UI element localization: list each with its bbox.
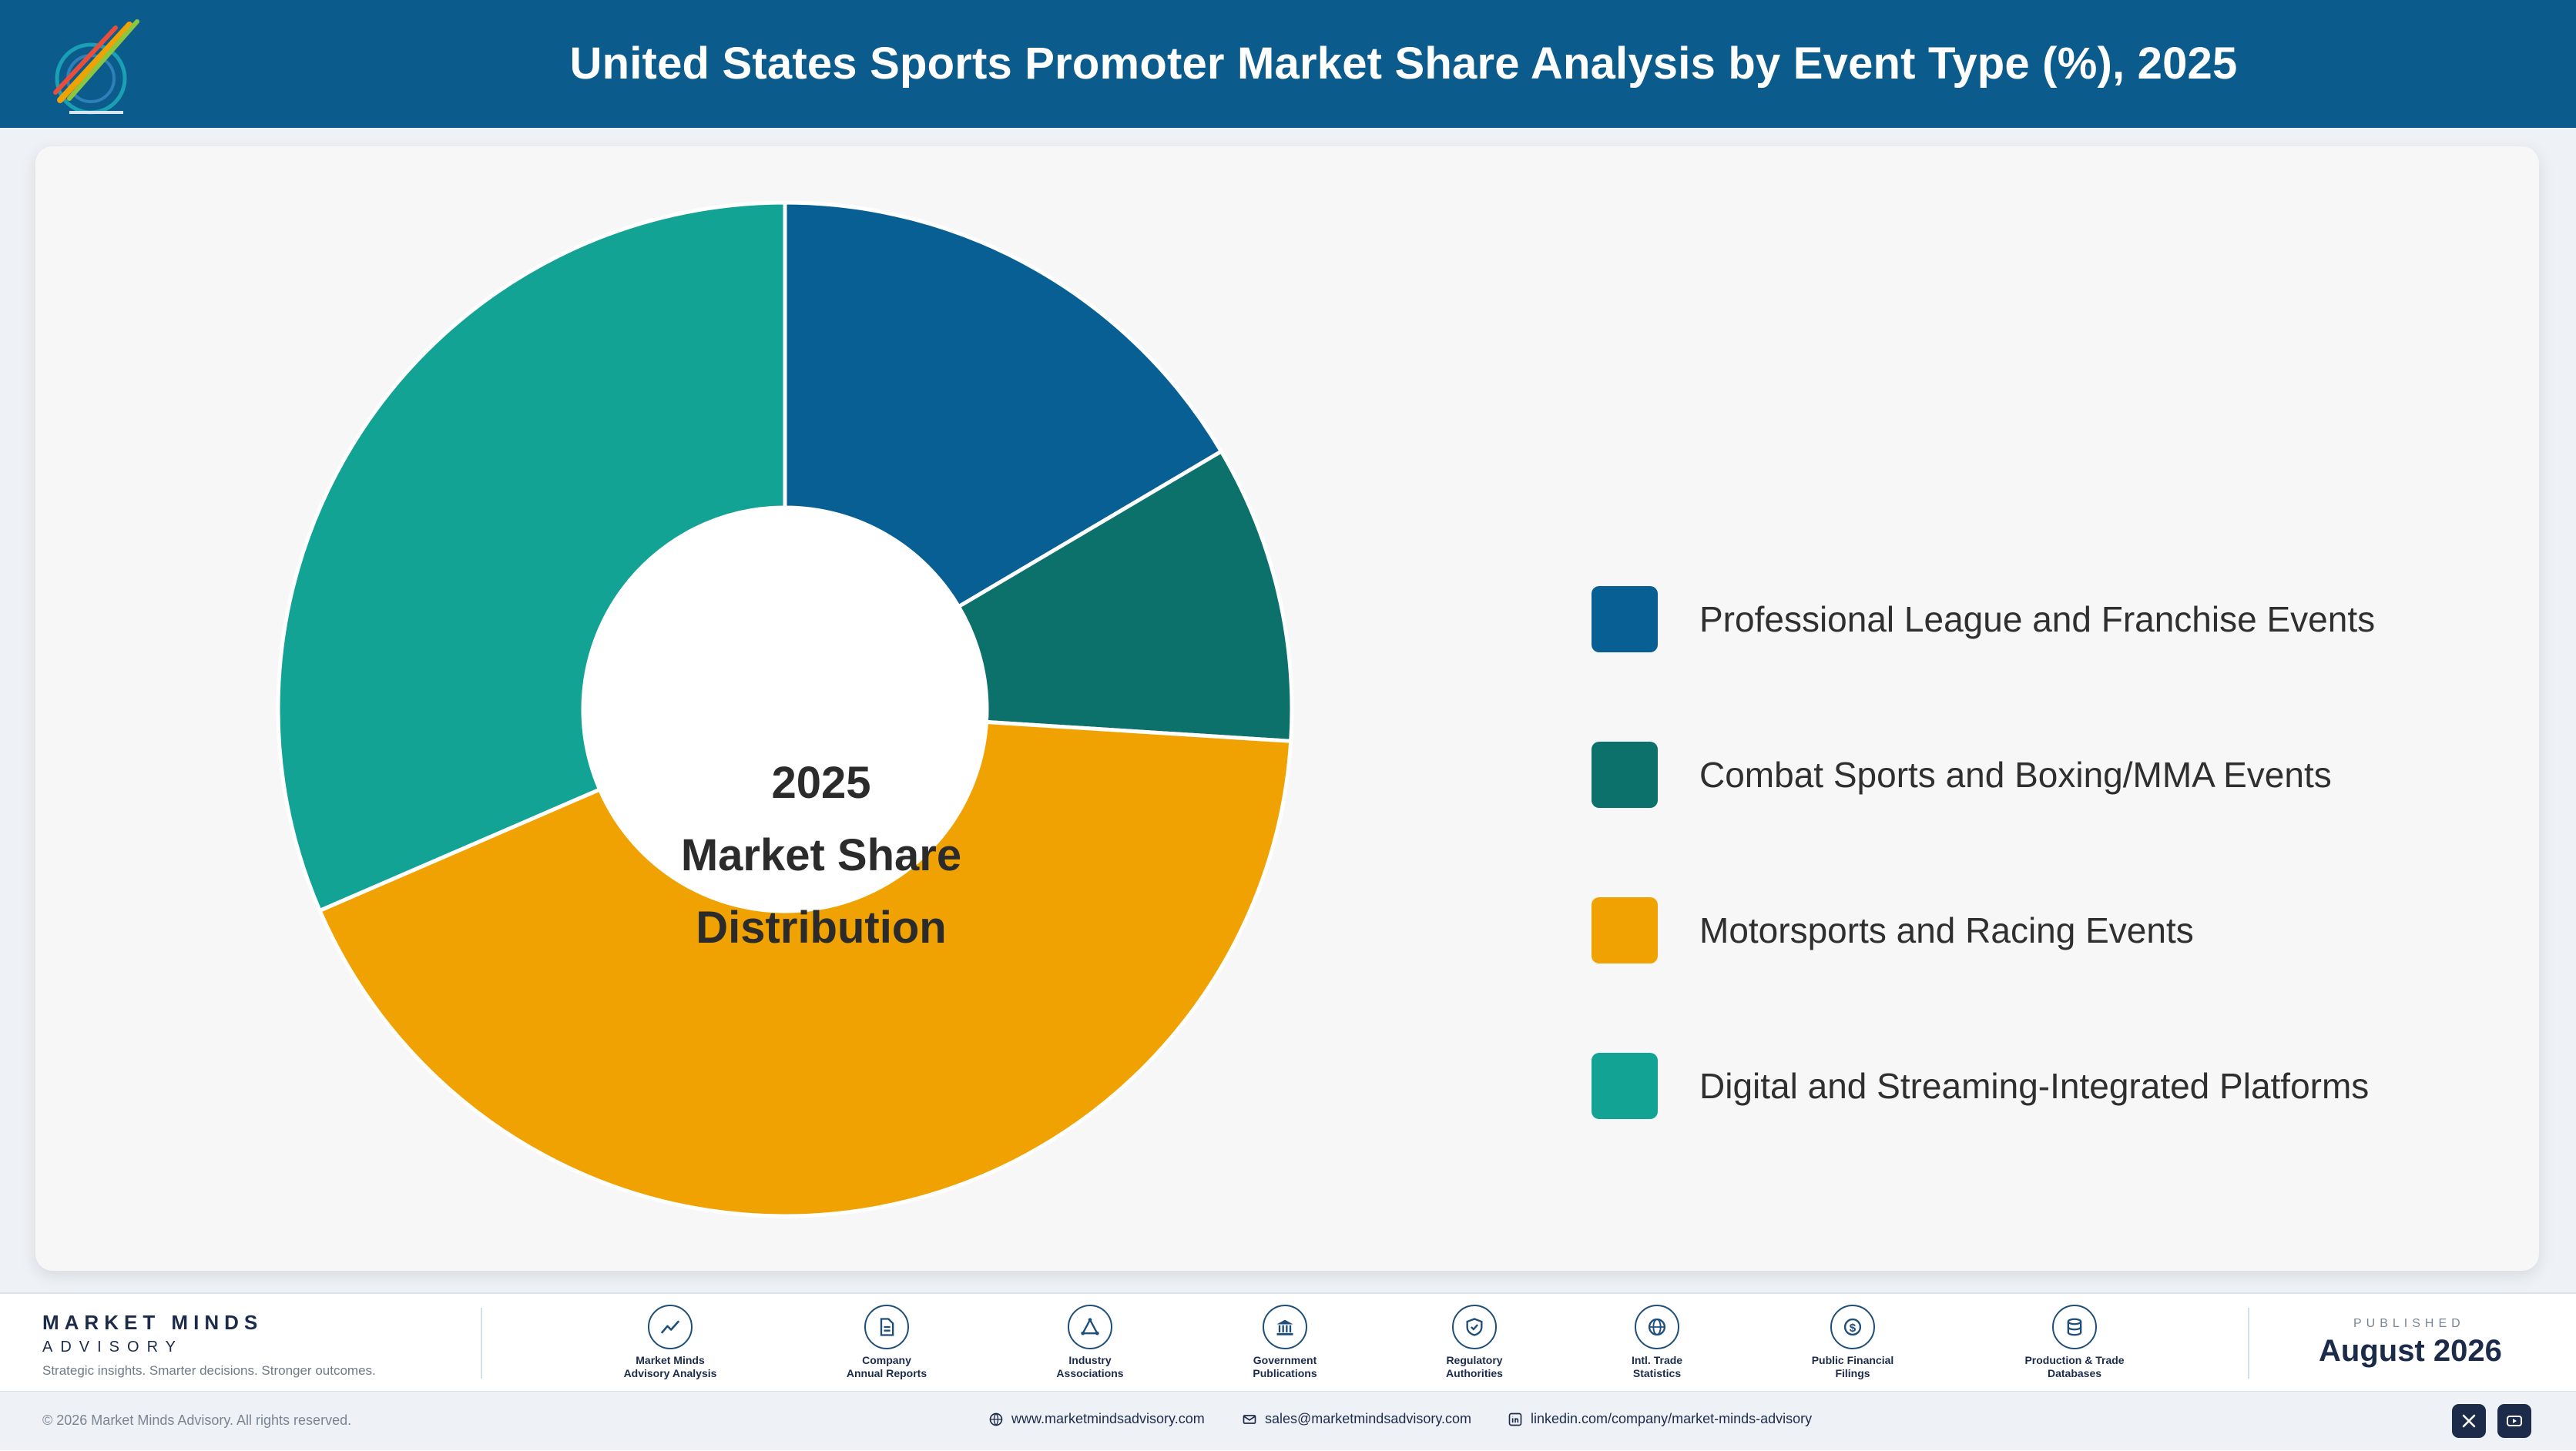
linkedin-link[interactable]: linkedin.com/company/market-minds-adviso…	[1508, 1411, 1812, 1427]
page-title: United States Sports Promoter Market Sha…	[569, 39, 2238, 89]
legend-label: Motorsports and Racing Events	[1699, 910, 2194, 950]
source-label-line1: Market Minds	[636, 1354, 705, 1366]
center-label-line2: Market Share	[680, 830, 962, 880]
brand-name: MARKET MINDS	[42, 1311, 263, 1334]
website-link[interactable]: www.marketmindsadvisory.com	[988, 1411, 1205, 1427]
dollar-coin-icon: $	[1843, 1318, 1862, 1336]
x-social-button[interactable]	[2452, 1404, 2486, 1438]
shield-check-icon	[1466, 1318, 1483, 1336]
linkedin-text: linkedin.com/company/market-minds-adviso…	[1531, 1411, 1813, 1426]
youtube-icon	[2507, 1416, 2522, 1426]
document-icon	[880, 1318, 894, 1336]
source-label-line1: Industry	[1068, 1354, 1112, 1366]
center-label-line3: Distribution	[696, 903, 947, 953]
legend-swatch	[1592, 1053, 1658, 1119]
source-label-line2: Associations	[1056, 1367, 1124, 1379]
government-building-icon	[1276, 1319, 1293, 1335]
source-industry-associations: Industry Associations	[1017, 1305, 1163, 1380]
source-regulatory-authorities: Regulatory Authorities	[1401, 1305, 1548, 1380]
legend-item[interactable]: Combat Sports and Boxing/MMA Events	[1592, 741, 2332, 809]
published-date: August 2026	[2319, 1334, 2502, 1368]
copyright-text: © 2026 Market Minds Advisory. All rights…	[42, 1412, 352, 1428]
donut-hole	[583, 508, 987, 911]
svg-text:$: $	[1850, 1322, 1857, 1335]
source-label-line1: Production & Trade	[2024, 1354, 2125, 1366]
legend-item[interactable]: Motorsports and Racing Events	[1592, 896, 2194, 964]
source-market-minds-analysis: Market Minds Advisory Analysis	[597, 1305, 743, 1380]
brand-subtitle: ADVISORY	[42, 1339, 183, 1355]
published-label: PUBLISHED	[2353, 1317, 2465, 1330]
database-icon	[2067, 1318, 2082, 1336]
donut-center-label: 2025 Market Share Distribution	[629, 747, 1014, 964]
header-bar: United States Sports Promoter Market Sha…	[0, 0, 2576, 128]
company-logo-icon	[53, 19, 139, 115]
source-label-line1: Intl. Trade	[1631, 1354, 1683, 1366]
donut-chart	[276, 200, 1294, 1218]
source-label-line1: Regulatory	[1446, 1354, 1503, 1366]
legend-swatch	[1592, 897, 1658, 963]
bottom-bar: © 2026 Market Minds Advisory. All rights…	[0, 1391, 2576, 1450]
center-label-year: 2025	[771, 758, 871, 808]
source-label-line2: Publications	[1253, 1367, 1317, 1379]
chart-card: 2025 Market Share Distribution Professio…	[35, 146, 2539, 1271]
source-label-line1: Government	[1253, 1354, 1317, 1366]
source-label-line1: Public Financial	[1811, 1354, 1894, 1366]
globe-icon	[989, 1412, 1003, 1426]
footer-divider-left	[481, 1308, 482, 1379]
source-government-publications: Government Publications	[1212, 1305, 1358, 1380]
globe-icon	[1648, 1318, 1666, 1336]
legend-item[interactable]: Digital and Streaming-Integrated Platfor…	[1592, 1052, 2369, 1120]
trend-chart-icon	[661, 1320, 679, 1334]
legend-swatch	[1592, 742, 1658, 808]
source-production-trade-databases: Production & Trade Databases	[2001, 1305, 2148, 1380]
legend-swatch	[1592, 586, 1658, 652]
website-text: www.marketmindsadvisory.com	[1011, 1411, 1205, 1426]
legend-label: Professional League and Franchise Events	[1699, 599, 2376, 639]
network-icon	[1081, 1318, 1099, 1335]
source-label-line2: Databases	[2047, 1367, 2102, 1379]
source-label-line2: Annual Reports	[846, 1367, 927, 1379]
source-label-line1: Company	[862, 1354, 911, 1366]
source-intl-trade-statistics: Intl. Trade Statistics	[1584, 1305, 1730, 1380]
email-text: sales@marketmindsadvisory.com	[1265, 1411, 1472, 1426]
email-link[interactable]: sales@marketmindsadvisory.com	[1242, 1411, 1471, 1427]
x-icon	[2462, 1414, 2476, 1428]
source-label-line2: Advisory Analysis	[623, 1367, 717, 1379]
legend-label: Combat Sports and Boxing/MMA Events	[1699, 755, 2332, 795]
youtube-social-button[interactable]	[2497, 1404, 2531, 1438]
mail-icon	[1243, 1414, 1256, 1424]
brand-tagline: Strategic insights. Smarter decisions. S…	[42, 1363, 376, 1378]
legend-label: Digital and Streaming-Integrated Platfor…	[1699, 1066, 2370, 1106]
source-company-annual-reports: Company Annual Reports	[813, 1305, 960, 1380]
linkedin-icon	[1508, 1412, 1522, 1426]
source-public-financial-filings: $ Public Financial Filings	[1779, 1305, 1926, 1380]
source-label-line2: Statistics	[1632, 1367, 1682, 1379]
footer-divider-right	[2248, 1308, 2249, 1379]
source-label-line2: Filings	[1835, 1367, 1870, 1379]
source-label-line2: Authorities	[1446, 1367, 1503, 1379]
legend-item[interactable]: Professional League and Franchise Events	[1592, 585, 2375, 653]
